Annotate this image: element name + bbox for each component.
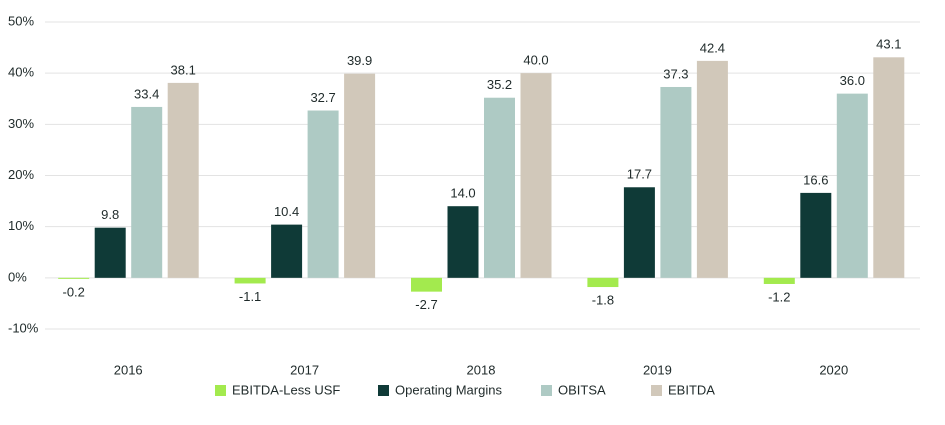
y-tick-label: -10%	[8, 320, 39, 335]
y-tick-label: 50%	[8, 13, 34, 28]
value-label: 37.3	[663, 66, 688, 81]
value-label: -1.1	[239, 289, 261, 304]
value-label: 38.1	[171, 62, 196, 77]
bar	[271, 224, 303, 278]
value-label: 35.2	[487, 77, 512, 92]
bar	[873, 57, 905, 278]
value-label: 10.4	[274, 204, 299, 219]
bar	[307, 110, 339, 278]
legend-label: EBITDA-Less USF	[232, 382, 340, 397]
bar	[167, 82, 199, 278]
bar	[623, 187, 655, 278]
value-label: 33.4	[134, 86, 159, 101]
value-label: 36.0	[840, 73, 865, 88]
value-label: 16.6	[803, 172, 828, 187]
bar	[660, 86, 692, 278]
bar	[836, 93, 868, 278]
value-label: 32.7	[310, 90, 335, 105]
x-tick-label: 2018	[467, 362, 496, 377]
legend-label: EBITDA	[668, 382, 715, 397]
legend-label: Operating Margins	[395, 382, 502, 397]
bar	[234, 277, 266, 284]
bar	[344, 73, 376, 278]
legend-swatch	[378, 385, 389, 396]
bar	[94, 227, 126, 278]
value-label: -2.7	[415, 297, 437, 312]
legend-swatch	[541, 385, 552, 396]
x-tick-label: 2016	[114, 362, 143, 377]
y-tick-label: 30%	[8, 116, 34, 131]
x-tick-label: 2017	[290, 362, 319, 377]
value-label: -1.2	[768, 289, 790, 304]
bar	[696, 60, 728, 278]
value-label: 39.9	[347, 53, 372, 68]
bar	[484, 97, 515, 278]
bar	[447, 206, 479, 278]
legend-swatch	[651, 385, 662, 396]
legend-label: OBITSA	[558, 382, 606, 397]
bar	[58, 277, 90, 279]
bar	[131, 106, 163, 278]
y-tick-label: 20%	[8, 167, 34, 182]
value-label: -1.8	[592, 292, 614, 307]
value-label: 17.7	[627, 167, 652, 182]
x-tick-label: 2020	[819, 362, 848, 377]
y-tick-label: 10%	[8, 218, 34, 233]
x-tick-label: 2019	[643, 362, 672, 377]
bar	[520, 73, 552, 278]
value-label: 43.1	[876, 37, 901, 52]
bar	[587, 277, 619, 288]
bar	[800, 192, 832, 278]
value-label: 9.8	[101, 207, 119, 222]
bar	[763, 277, 795, 284]
bar	[411, 277, 442, 292]
y-tick-label: 0%	[8, 269, 27, 284]
value-label: 14.0	[450, 186, 475, 201]
value-label: 42.4	[700, 40, 725, 55]
y-tick-label: 40%	[8, 65, 34, 80]
value-label: 40.0	[523, 53, 548, 68]
value-label: -0.2	[62, 284, 84, 299]
legend-swatch	[215, 385, 226, 396]
